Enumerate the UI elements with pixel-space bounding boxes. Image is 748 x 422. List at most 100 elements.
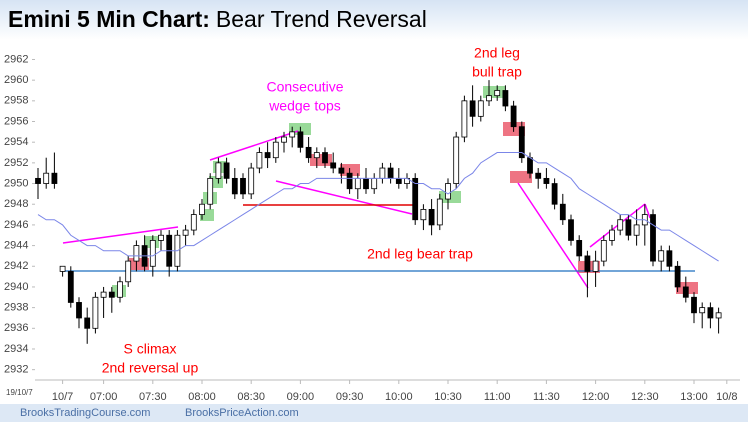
candle-body (715, 312, 722, 319)
candle-body (354, 177, 361, 190)
x-tick-label: 12:30 (631, 391, 659, 403)
y-tick-label: 2956 (4, 115, 28, 127)
y-tick-label: 2932 (4, 364, 28, 376)
x-tick-label: 08:30 (237, 391, 265, 403)
x-tick-label: 11:00 (484, 391, 511, 403)
candle-body (108, 291, 115, 298)
candle-body (428, 208, 435, 226)
candle-body (133, 245, 140, 262)
candle-body (387, 167, 394, 179)
candle-body (674, 265, 681, 288)
candle-body (199, 203, 205, 215)
annotation: S climax (124, 341, 177, 357)
candle-body (231, 177, 238, 195)
candle-body (559, 203, 566, 221)
candle-body (100, 291, 107, 298)
candle-body (691, 296, 697, 314)
candle-body (625, 219, 632, 236)
annotation: 2nd reversal up (102, 360, 199, 376)
candle-body (707, 307, 714, 319)
y-tick-label: 2934 (4, 343, 28, 355)
moving-average (37, 152, 719, 262)
title-rest: Bear Trend Reversal (216, 6, 427, 32)
candle-body (650, 214, 656, 262)
x-tick-label: 11:30 (533, 391, 560, 403)
candle-body (469, 100, 476, 117)
x-tick-label: 09:00 (287, 391, 315, 403)
candle-body (215, 162, 222, 179)
y-tick-label: 2938 (4, 302, 28, 314)
candle-body (158, 234, 164, 241)
candle-body (420, 208, 427, 221)
x-tick-label: 07:30 (139, 391, 167, 403)
candle-body (453, 136, 460, 184)
candle-body (84, 317, 91, 329)
x-tick-label: 10:00 (385, 391, 413, 403)
y-tick-label: 2960 (4, 74, 28, 86)
x-tick-label: 10:30 (434, 391, 462, 403)
candle-body (477, 100, 484, 117)
x-tick-label: 10/7 (52, 391, 73, 403)
candle-body (699, 307, 706, 314)
candle-body (149, 240, 156, 267)
candle-body (240, 177, 246, 195)
candle-body (494, 90, 501, 97)
y-tick-label: 2948 (4, 198, 28, 210)
x-tick-label: 12:00 (582, 391, 610, 403)
y-tick-label: 2946 (4, 219, 28, 231)
annotation: Consecutive (266, 79, 343, 95)
candle-body (76, 302, 82, 319)
annotation: 2nd leg (474, 45, 520, 61)
candle-body (395, 177, 402, 184)
y-tick-label: 2940 (4, 281, 28, 293)
candle-body (576, 240, 583, 257)
y-tick-label: 2950 (4, 177, 28, 189)
y-tick-label: 2954 (4, 136, 28, 148)
candle-body (330, 162, 337, 169)
date-label: 19/10/7 (6, 388, 33, 397)
candle-body (600, 240, 607, 262)
candle-body (412, 177, 419, 221)
candle-body (363, 177, 369, 190)
candle-body (379, 167, 386, 179)
x-tick-label: 13:00 (680, 391, 708, 403)
candle-body (633, 224, 640, 236)
annotation: wedge tops (268, 98, 341, 114)
x-tick-label: 10/8 (716, 391, 737, 403)
candle-body (666, 250, 673, 267)
candle-body (592, 260, 599, 272)
candle-body (658, 250, 665, 262)
candle-body (502, 90, 509, 107)
header-band (0, 0, 748, 40)
y-tick-label: 2962 (4, 53, 28, 65)
candle-body (371, 177, 378, 190)
candle-body (609, 229, 615, 241)
title-bold: Emini 5 Min Chart: (8, 6, 210, 32)
candle-body (322, 152, 328, 164)
candle-body (305, 146, 312, 159)
y-tick-label: 2952 (4, 157, 28, 169)
candle-body (461, 100, 468, 138)
candle-body (117, 281, 123, 298)
candle-body (182, 229, 189, 236)
candle-body (297, 131, 304, 148)
candle-body (346, 172, 353, 190)
candle-body (92, 296, 99, 329)
candle-body (617, 219, 624, 231)
candle-body (682, 286, 689, 298)
candle-body (190, 214, 197, 231)
candle-body (125, 260, 132, 283)
x-tick-label: 09:30 (336, 391, 364, 403)
candle-body (486, 95, 492, 102)
candle-body (436, 198, 443, 226)
candle-body (338, 167, 345, 174)
y-tick-label: 2942 (4, 260, 28, 272)
candle-body (207, 177, 214, 205)
annotations-shapes (62, 86, 698, 297)
candle-body (527, 157, 533, 174)
candle-body (313, 152, 320, 159)
candle-body (543, 177, 550, 184)
candle-body (584, 255, 591, 272)
x-tick-label: 08:00 (188, 391, 216, 403)
